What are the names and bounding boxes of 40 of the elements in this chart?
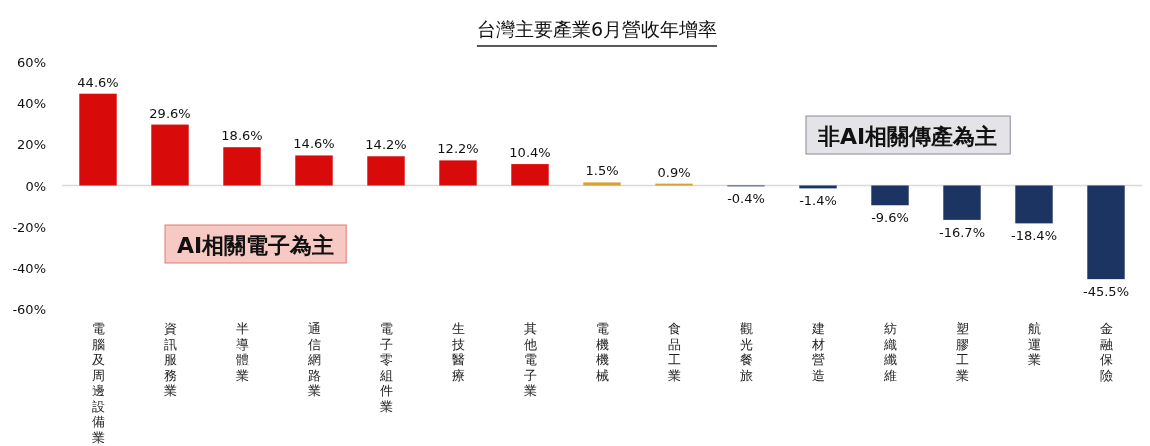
- data-label: -0.4%: [727, 191, 765, 207]
- x-tick-label: 金融保險: [1099, 321, 1113, 383]
- data-label: -45.5%: [1083, 284, 1129, 300]
- y-tick-label: 40%: [17, 96, 46, 112]
- data-label: 44.6%: [77, 74, 119, 90]
- x-tick-label: 半導體業: [235, 321, 249, 383]
- data-label: 10.4%: [509, 145, 551, 161]
- annotation: 非AI相關傳產為主: [817, 124, 998, 149]
- data-label: 29.6%: [149, 105, 191, 121]
- data-label: 1.5%: [585, 163, 619, 179]
- y-tick-label: 20%: [17, 137, 46, 153]
- x-tick-label: 電腦及周邊設備業: [91, 321, 105, 445]
- y-tick-label: -40%: [12, 260, 46, 276]
- x-tick-label: 資訊服務業: [163, 321, 177, 398]
- x-tick-label: 食品工業: [667, 321, 681, 383]
- x-tick-label: 建材營造: [810, 321, 825, 383]
- data-label: 14.6%: [293, 136, 335, 152]
- x-tick-label: 通信網路業: [306, 321, 321, 398]
- data-label: -9.6%: [871, 210, 909, 226]
- x-tick-label: 塑膠工業: [955, 321, 969, 383]
- x-tick-label: 其他電子業: [523, 321, 537, 398]
- data-label: 18.6%: [221, 128, 263, 144]
- x-tick-label: 觀光餐旅: [739, 321, 753, 383]
- y-tick-label: 0%: [25, 178, 46, 194]
- chart-title: 台灣主要產業6月營收年增率: [476, 18, 718, 40]
- x-tick-label: 生技醫療: [450, 321, 465, 383]
- data-label: -18.4%: [1011, 228, 1057, 244]
- y-tick-label: -60%: [12, 302, 46, 317]
- x-tick-label: 紡織纖維: [882, 321, 897, 383]
- data-label: -1.4%: [799, 193, 837, 209]
- y-tick-label: 60%: [17, 55, 46, 70]
- x-tick-label: 電子零組件業: [378, 321, 393, 414]
- x-tick-label: 航運業: [1027, 321, 1041, 367]
- data-label: -16.7%: [939, 224, 985, 240]
- data-label: 14.2%: [365, 137, 407, 153]
- annotation: AI相關電子為主: [177, 233, 335, 258]
- data-label: 0.9%: [657, 164, 691, 180]
- y-tick-label: -20%: [12, 219, 46, 235]
- x-tick-label: 電機機械: [595, 321, 609, 383]
- data-label: 12.2%: [437, 141, 479, 157]
